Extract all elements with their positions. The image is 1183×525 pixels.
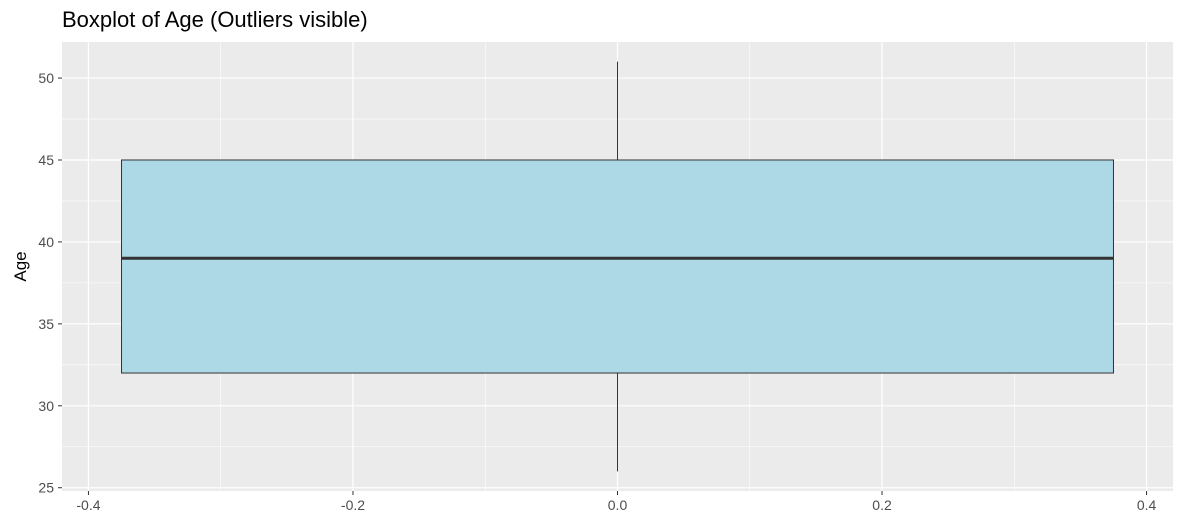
y-tick-label: 50 <box>38 70 54 86</box>
y-tick-label: 30 <box>38 398 54 414</box>
boxplot <box>121 61 1114 472</box>
y-axis-title: Age <box>11 251 30 281</box>
x-tick-label: -0.2 <box>341 497 365 513</box>
y-tick-label: 45 <box>38 152 54 168</box>
axis-ticks <box>58 77 1148 495</box>
interquartile-box <box>121 159 1114 374</box>
y-tick-label: 25 <box>38 480 54 496</box>
x-tick-label: 0.4 <box>1137 497 1157 513</box>
y-axis-tick-labels: 25 30 35 40 45 50 <box>38 70 54 496</box>
y-tick-label: 35 <box>38 316 54 332</box>
chart-title: Boxplot of Age (Outliers visible) <box>62 7 368 32</box>
x-axis-tick-labels: -0.4 -0.2 0.0 0.2 0.4 <box>76 497 1156 513</box>
y-tick-label: 40 <box>38 234 54 250</box>
x-tick-label: 0.2 <box>872 497 892 513</box>
x-tick-label: 0.0 <box>608 497 628 513</box>
x-tick-label: -0.4 <box>76 497 100 513</box>
